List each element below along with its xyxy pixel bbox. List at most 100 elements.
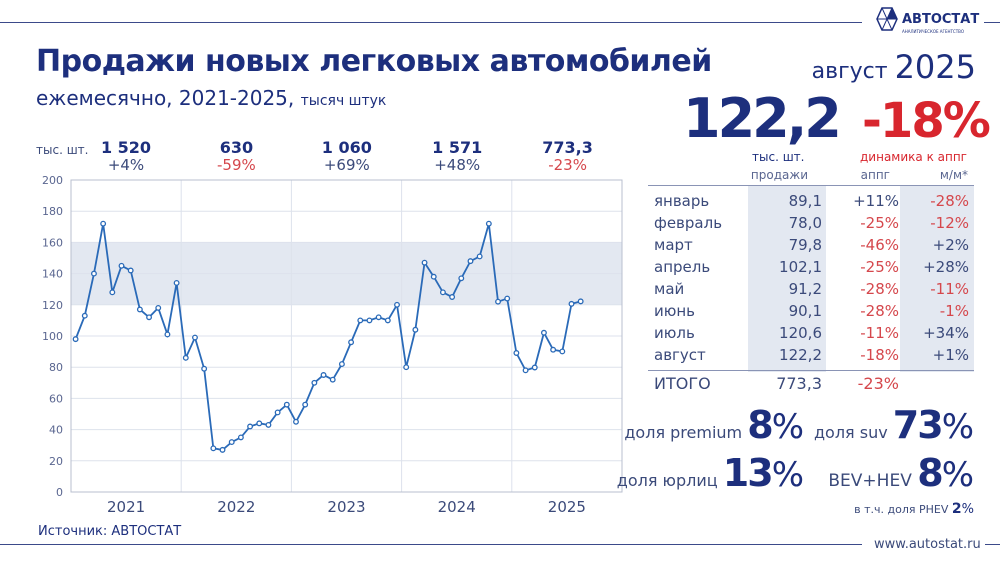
kpi-ev-value: 8 xyxy=(917,451,943,495)
month-sales: 91,2 xyxy=(788,280,822,298)
period-year: 2025 xyxy=(894,48,976,86)
bottom-divider xyxy=(0,544,862,545)
x-year-label: 2025 xyxy=(548,498,586,516)
month-yoy: -25% xyxy=(860,258,899,276)
page-title: Продажи новых легковых автомобилей xyxy=(36,44,712,79)
month-name: июнь xyxy=(654,302,696,320)
data-point xyxy=(237,434,244,441)
website-link[interactable]: www.autostat.ru xyxy=(870,537,985,552)
month-sales: 90,1 xyxy=(788,302,822,320)
month-mom: -1% xyxy=(939,302,969,320)
kpi-corporate-sign: % xyxy=(771,455,804,495)
kpi-premium-sign: % xyxy=(771,407,804,447)
year-change: -59% xyxy=(217,156,256,174)
month-sales: 102,1 xyxy=(779,258,822,276)
month-sales: 79,8 xyxy=(788,236,822,254)
sales-line xyxy=(74,223,581,451)
data-point xyxy=(329,376,336,383)
month-name: январь xyxy=(654,192,710,210)
table-row: июль 120,6 -11% +34% xyxy=(648,322,974,344)
col-header-sales: продажи xyxy=(750,168,808,182)
table-row: май 91,2 -28% -11% xyxy=(648,278,974,300)
monthly-sales-chart: 0 20 40 60 80 100 120 140 160 180 200 2021 2022 2023 2… xyxy=(42,174,623,516)
month-name: февраль xyxy=(654,214,723,232)
data-point xyxy=(118,262,125,269)
headline-yoy-change: -18% xyxy=(862,93,991,149)
month-mom: +34% xyxy=(923,324,969,342)
data-point xyxy=(247,423,254,430)
year-summary-3: 1 571 +48% xyxy=(402,139,512,174)
data-point xyxy=(265,421,272,428)
table-top-divider xyxy=(648,185,974,186)
year-total: 773,3 xyxy=(542,138,593,157)
data-point xyxy=(375,314,382,321)
year-total: 630 xyxy=(219,138,254,157)
data-point xyxy=(568,300,575,307)
total-sales: 773,3 xyxy=(776,374,822,393)
month-name: май xyxy=(654,280,685,298)
year-summary-2: 1 060 +69% xyxy=(292,139,402,174)
year-summary-unit: тыс. шт. xyxy=(36,143,89,157)
data-point xyxy=(136,306,143,313)
monthly-table: январь 89,1 +11% -28% февраль 78,0 -25% -12% мар… xyxy=(648,186,974,372)
x-year-label: 2024 xyxy=(438,498,476,516)
data-point xyxy=(540,329,547,336)
subtitle-period: ежемесячно, 2021-2025, xyxy=(36,86,295,110)
year-total: 1 571 xyxy=(432,138,483,157)
y-tick-label: 0 xyxy=(56,486,63,499)
data-point xyxy=(274,409,281,416)
logo-hexagon-icon xyxy=(876,7,898,31)
data-point xyxy=(173,280,180,286)
table-row: апрель 102,1 -25% +28% xyxy=(648,256,974,278)
data-point xyxy=(72,336,79,343)
total-yoy: -23% xyxy=(857,374,899,393)
data-point xyxy=(311,379,318,386)
data-point xyxy=(394,301,400,308)
kpi-suv-sign: % xyxy=(941,407,974,447)
data-point xyxy=(449,294,456,300)
top-divider xyxy=(0,22,862,23)
data-point xyxy=(91,270,97,277)
month-yoy: +11% xyxy=(853,192,899,210)
data-point xyxy=(495,298,501,305)
data-point xyxy=(109,289,116,296)
x-year-label: 2021 xyxy=(107,498,145,516)
data-point xyxy=(403,364,410,371)
y-tick-label: 80 xyxy=(49,361,63,374)
table-row: март 79,8 -46% +2% xyxy=(648,234,974,256)
month-mom: -12% xyxy=(930,214,969,232)
month-mom: +28% xyxy=(923,258,969,276)
kpi-phev-value: 2 xyxy=(951,501,962,517)
x-year-label: 2023 xyxy=(327,498,365,516)
month-yoy: -28% xyxy=(860,302,899,320)
headline-yoy-label: динамика к аппг xyxy=(860,150,967,164)
kpi-ev-sign: % xyxy=(941,455,974,495)
kpi-phev-label: в т.ч. доля PHEV xyxy=(854,503,949,516)
logo-text: АВТОСТАТ xyxy=(902,12,980,27)
year-change: +4% xyxy=(107,156,145,174)
month-mom: -11% xyxy=(930,280,969,298)
table-row: август 122,2 -18% +1% xyxy=(648,344,974,366)
data-point xyxy=(283,401,290,408)
month-yoy: -18% xyxy=(860,346,899,364)
month-sales: 78,0 xyxy=(788,214,822,232)
data-point xyxy=(384,317,391,324)
data-point xyxy=(357,317,364,324)
period-month: август xyxy=(811,59,888,84)
kpi-suv-label: доля suv xyxy=(813,423,888,442)
y-tick-label: 180 xyxy=(42,205,63,218)
headline-sales-value: 122,2 xyxy=(683,87,842,150)
kpi-suv: доля suv 73% xyxy=(814,404,974,454)
month-sales: 122,2 xyxy=(779,346,822,364)
data-point xyxy=(559,348,566,355)
data-point xyxy=(293,418,299,425)
year-summary-0: 1 520 +4% xyxy=(71,139,181,174)
month-sales: 89,1 xyxy=(788,192,822,210)
data-point xyxy=(485,220,492,227)
data-point xyxy=(522,367,529,374)
month-yoy: -25% xyxy=(860,214,899,232)
data-point xyxy=(348,339,355,346)
table-row: июнь 90,1 -28% -1% xyxy=(648,300,974,322)
kpi-premium: доля premium 8% xyxy=(624,404,804,454)
year-summary-4: 773,3 -23% xyxy=(513,139,623,174)
